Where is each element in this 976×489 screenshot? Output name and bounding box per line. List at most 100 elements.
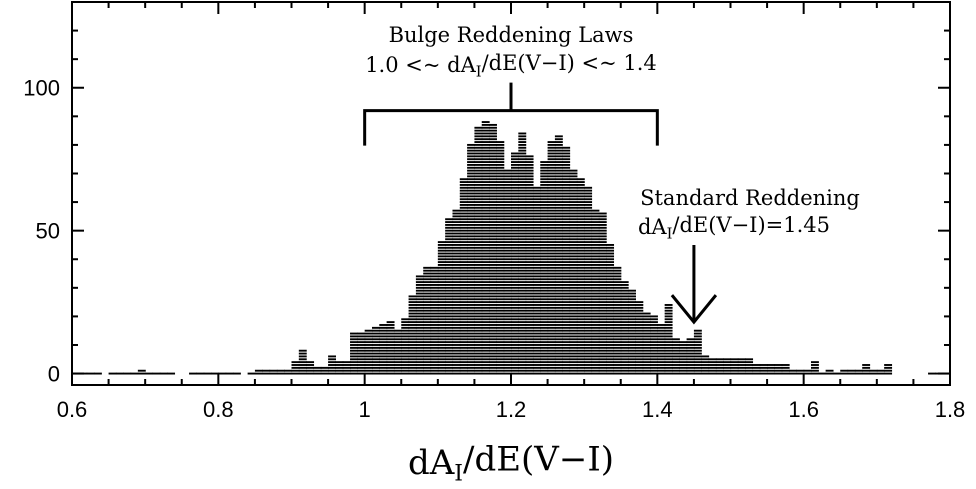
- bulge-annotation-range: 1.0 <~ dAI/dE(V−I) <~ 1.4: [365, 51, 657, 80]
- histogram-bin: [511, 152, 519, 375]
- histogram-bin: [364, 329, 373, 375]
- histogram-bin: [474, 126, 483, 375]
- histogram-bin: [445, 218, 454, 375]
- histogram-bin: [767, 364, 775, 375]
- y-tick-label: 50: [36, 219, 60, 244]
- histogram-bin: [847, 369, 856, 375]
- histogram-bin: [518, 132, 527, 375]
- histogram-bin: [635, 301, 644, 375]
- histogram-bin: [423, 266, 432, 375]
- histogram-bin: [525, 155, 534, 375]
- histogram-bin: [379, 324, 388, 375]
- histogram-bin: [862, 364, 871, 375]
- histogram-bin: [584, 186, 593, 375]
- histogram-bin: [745, 358, 754, 375]
- histogram-bin: [313, 366, 322, 375]
- histogram-bin: [467, 143, 476, 375]
- histogram-bin: [606, 243, 615, 375]
- histogram-bin: [869, 369, 878, 375]
- histogram-bin: [408, 295, 417, 375]
- histogram-bin: [276, 369, 285, 375]
- histogram-bin: [540, 161, 549, 375]
- x-tick-label: 1.8: [935, 397, 966, 422]
- histogram-bin: [620, 281, 629, 375]
- histogram-bin: [371, 326, 380, 375]
- x-tick-label: 0.8: [203, 397, 234, 422]
- histogram-bin: [781, 364, 790, 375]
- histogram-bin: [576, 178, 585, 375]
- histogram-bin: [708, 358, 717, 375]
- x-tick-label: 0.6: [57, 397, 88, 422]
- x-tick-label: 1: [359, 397, 371, 422]
- histogram-bin: [671, 338, 680, 375]
- histogram-bin: [269, 369, 278, 375]
- histogram-bin: [262, 369, 271, 375]
- histogram-bin: [884, 364, 893, 375]
- histogram-bin: [664, 304, 673, 375]
- histogram-bin: [569, 169, 578, 375]
- histogram-bin: [810, 361, 819, 375]
- histogram-bin: [598, 212, 607, 375]
- histogram-bin: [489, 123, 497, 375]
- bulge-bracket: [363, 82, 659, 146]
- bulge-annotation-title: Bulge Reddening Laws: [389, 23, 634, 47]
- histogram-bin: [430, 266, 439, 375]
- histogram-bin: [437, 241, 446, 375]
- histogram-bin: [628, 289, 636, 375]
- histogram-bin: [306, 361, 315, 375]
- histogram-bin: [591, 209, 600, 375]
- histogram-bin: [657, 324, 666, 375]
- histogram-bin: [650, 315, 658, 375]
- histogram-bin: [386, 321, 395, 375]
- histogram-bin: [357, 332, 366, 375]
- histogram-bin: [401, 318, 410, 375]
- histogram-bin: [335, 361, 344, 375]
- histogram-bin: [554, 135, 563, 375]
- histogram-bin: [737, 358, 746, 375]
- histogram-bin: [693, 329, 702, 375]
- histogram-bin: [715, 358, 724, 375]
- histogram-bin: [328, 355, 336, 375]
- histogram-bin: [481, 121, 490, 375]
- histogram-bin: [415, 275, 424, 375]
- x-axis-title: dAI/dE(V−I): [408, 439, 614, 486]
- histogram-bin: [723, 358, 732, 375]
- histogram-bin: [876, 369, 885, 375]
- standard-annotation-value: dAI/dE(V−I)=1.45: [638, 213, 830, 242]
- x-tick-label: 1.2: [496, 397, 527, 422]
- histogram-bin: [254, 369, 263, 375]
- histogram-bin: [679, 341, 688, 375]
- histogram-bars: [72, 121, 951, 375]
- histogram-bin: [393, 329, 402, 375]
- histogram-bin: [562, 146, 571, 375]
- tick-labels: 0.6 0.8 1 1.2 1.4 1.6 1.8 0 50 100: [23, 76, 965, 422]
- histogram-bin: [642, 312, 651, 375]
- histogram-bin: [613, 266, 622, 375]
- histogram-bin: [789, 369, 797, 375]
- histogram-bin: [532, 186, 541, 375]
- histogram-bin: [730, 358, 739, 375]
- standard-arrow: [670, 244, 718, 325]
- histogram-bin: [284, 369, 293, 375]
- y-tick-label: 0: [48, 362, 60, 387]
- histogram-bin: [496, 141, 505, 375]
- histogram-bin: [350, 332, 358, 375]
- histogram-bin: [320, 366, 329, 375]
- axis-ticks: [71, 2, 951, 385]
- histogram-bin: [452, 209, 461, 375]
- histogram-bin: [342, 361, 351, 375]
- histogram-bin: [774, 364, 783, 375]
- histogram-bin: [503, 169, 512, 375]
- histogram-bin: [686, 338, 695, 375]
- histogram-bin: [137, 369, 146, 375]
- histogram-bin: [459, 178, 468, 375]
- histogram-bin: [803, 369, 812, 375]
- histogram-bin: [298, 349, 307, 375]
- standard-annotation-title: Standard Reddening: [640, 186, 860, 210]
- histogram-bin: [840, 369, 849, 375]
- x-tick-label: 1.4: [642, 397, 673, 422]
- histogram-bin: [825, 369, 834, 375]
- histogram-bin: [547, 141, 556, 375]
- histogram-bin: [291, 361, 300, 375]
